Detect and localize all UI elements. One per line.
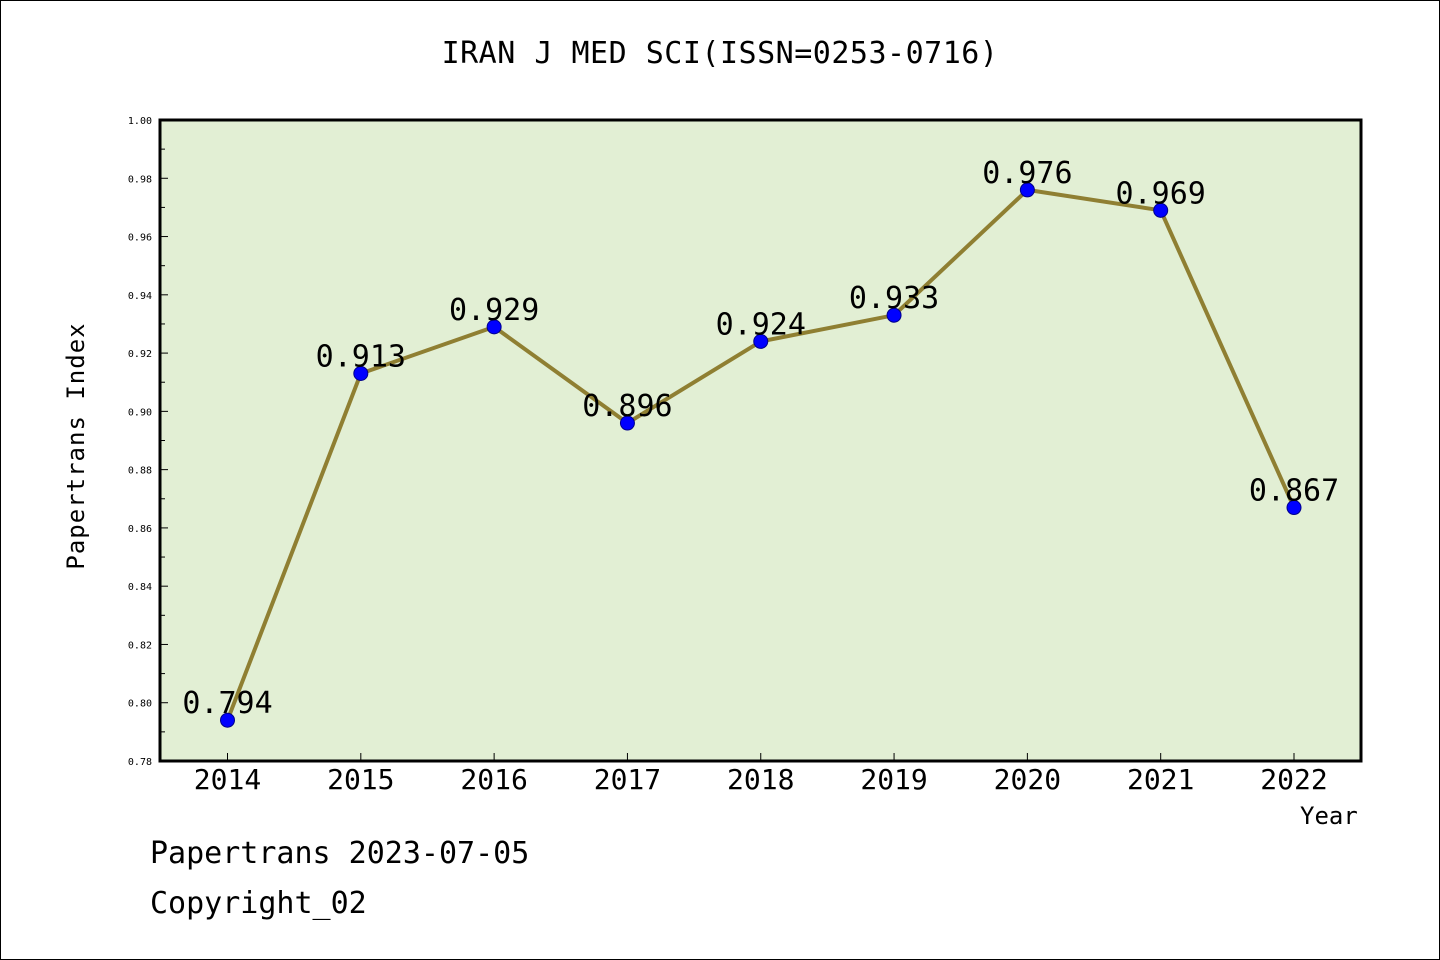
- y-tick-label: 1.00: [128, 116, 152, 127]
- y-tick-label: 0.84: [128, 582, 152, 593]
- y-tick-label: 0.98: [128, 174, 152, 185]
- x-tick-label: 2018: [727, 763, 794, 796]
- x-tick-label: 2017: [594, 763, 661, 796]
- y-tick-label: 0.92: [128, 349, 152, 360]
- y-tick-label: 0.86: [128, 524, 152, 535]
- data-label: 0.794: [182, 686, 272, 721]
- plot-border: [158, 118, 1363, 763]
- y-tick-label: 0.90: [128, 407, 152, 418]
- data-point: [1286, 500, 1302, 516]
- x-tick-label: 2019: [860, 763, 927, 796]
- footer-copyright: Copyright_02: [150, 886, 367, 921]
- data-label: 0.924: [716, 307, 806, 342]
- y-tick-label: 0.80: [128, 699, 152, 710]
- x-tick-label: 2016: [460, 763, 527, 796]
- data-label: 0.933: [849, 281, 939, 316]
- data-label: 0.969: [1116, 176, 1206, 211]
- x-tick-label: 2022: [1260, 763, 1327, 796]
- plot-area: [160, 120, 1361, 761]
- data-point: [220, 712, 235, 728]
- y-tick-label: 0.94: [128, 291, 152, 302]
- data-point: [886, 307, 902, 323]
- data-point: [1153, 202, 1169, 218]
- data-label: 0.913: [316, 339, 406, 374]
- data-label: 0.896: [582, 389, 672, 424]
- data-label: 0.867: [1249, 474, 1339, 509]
- chart-title: IRAN J MED SCI(ISSN=0253-0716): [441, 36, 999, 71]
- x-tick-label: 2014: [194, 763, 261, 796]
- x-tick-label: 2020: [994, 763, 1061, 796]
- data-label: 0.976: [982, 156, 1072, 191]
- y-tick-label: 0.88: [128, 466, 152, 477]
- data-point: [486, 319, 502, 335]
- y-tick-label: 0.82: [128, 640, 152, 651]
- y-tick-label: 0.96: [128, 233, 152, 244]
- footer-date: Papertrans 2023-07-05: [150, 836, 530, 871]
- data-point: [753, 333, 769, 349]
- data-label: 0.929: [449, 293, 539, 328]
- x-axis-label: Year: [1300, 802, 1358, 830]
- data-point: [353, 365, 369, 381]
- y-tick-label: 0.78: [128, 757, 152, 768]
- data-point: [1019, 182, 1035, 198]
- data-point: [619, 415, 635, 431]
- x-tick-label: 2021: [1127, 763, 1194, 796]
- x-tick-label: 2015: [327, 763, 394, 796]
